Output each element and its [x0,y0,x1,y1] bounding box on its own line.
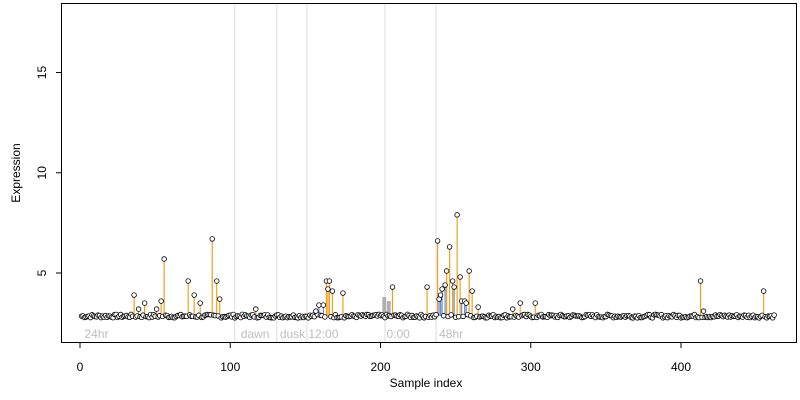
gray-bars [382,297,391,317]
high-point [340,290,346,296]
high-point [161,256,167,262]
mid-point [451,284,457,290]
high-point [325,286,331,292]
x-tick-label: 400 [671,360,691,374]
x-tick-label: 100 [220,360,240,374]
baseline-point [433,311,439,318]
time-annotation: 48hr [439,327,463,341]
high-point [532,300,538,306]
high-point [158,298,164,304]
gray-bar [388,301,391,317]
high-point [389,284,396,290]
y-tick-label: 15 [35,66,49,80]
high-point [434,238,441,244]
mid-point [463,300,469,306]
high-point [326,278,333,284]
high-point [700,308,707,314]
axes: 0 100 200 300 400 5 10 15 [35,66,691,374]
high-point [454,212,460,218]
time-annotation: 24hr [85,327,109,341]
high-point [697,278,704,284]
gray-bar [386,301,390,317]
high-point [135,306,142,312]
x-tick-label: 0 [77,360,84,374]
mid-point [437,292,444,298]
high-point [449,278,456,284]
high-point [446,244,453,250]
time-annotations: 24hr dawn dusk 12:00 0:00 48hr [85,327,464,341]
baseline-point [460,313,466,320]
y-tick-label: 10 [35,166,49,180]
high-point [475,304,481,310]
high-point [329,288,336,294]
high-point [469,288,475,294]
baseline-point [448,312,454,318]
time-annotation: 0:00 [387,327,411,341]
x-tick-label: 300 [521,360,541,374]
x-tick-label: 200 [370,360,390,374]
time-annotation: dusk [280,327,306,341]
mid-point [442,282,448,288]
high-point [191,292,197,298]
high-point [510,306,516,312]
high-point [141,300,148,306]
high-point [424,284,430,290]
high-point [209,236,215,242]
high-point [185,278,191,284]
time-annotation: dawn [241,327,270,341]
mid-point [313,308,319,314]
high-point [253,306,259,312]
high-point [457,274,463,280]
time-annotation: 12:00 [308,327,338,341]
gray-bar [383,297,387,317]
high-point [217,296,223,302]
high-point [466,268,472,274]
mid-point [439,286,445,292]
vertical-marker-lines [234,4,437,342]
high-point [760,288,767,294]
plot-frame [61,3,797,343]
mid-point [320,302,327,308]
baseline-point [455,313,462,320]
mid-point [316,302,322,308]
x-axis-title: Sample index [390,376,463,390]
high-point [131,292,137,298]
high-point [153,306,160,312]
y-axis-title: Expression [9,143,23,202]
data-points [78,212,777,321]
high-point [197,300,203,306]
baseline-point [771,312,777,318]
y-tick-label: 5 [35,269,49,276]
gray-bar [382,297,385,317]
high-point [214,278,220,284]
high-point [443,268,450,274]
high-point [517,300,523,306]
baseline-point [322,314,328,320]
baseline-point [440,313,447,319]
